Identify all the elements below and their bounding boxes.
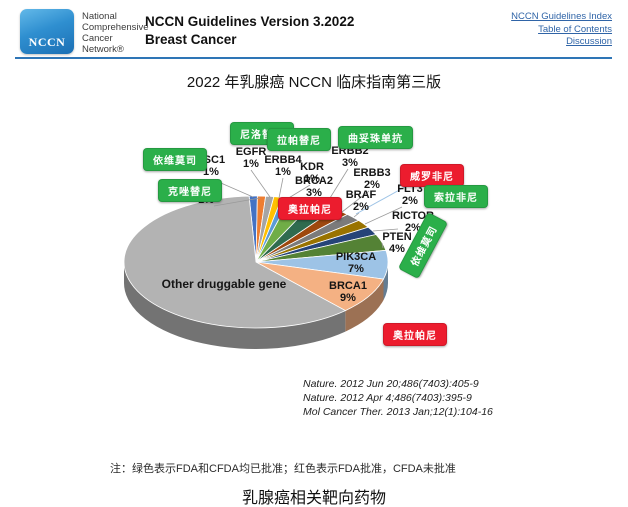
guidelines-version: NCCN Guidelines Version 3.2022	[145, 14, 355, 29]
gene-label-ERBB3: ERBB3 2%	[353, 167, 391, 191]
gene-label-Other-druggable-gene: Other druggable gene	[161, 277, 287, 291]
citations: Nature. 2012 Jun 20;486(7403):405-9 Natu…	[303, 377, 493, 419]
leader-line-BRAF	[353, 212, 360, 218]
gene-label-BRAF: BRAF 2%	[345, 189, 377, 213]
pie-slice-side-Other-druggable-gene	[124, 262, 346, 349]
leader-line-PTEN	[381, 242, 384, 249]
leader-line-EGFR	[250, 169, 271, 198]
nccn-logo: NCCN	[20, 9, 74, 54]
guidelines-title: NCCN Guidelines Version 3.2022 Breast Ca…	[145, 13, 354, 49]
leader-line-RICTOR	[372, 228, 399, 232]
drug-label-4: 曲妥珠单抗	[338, 126, 413, 149]
header-links: NCCN Guidelines Index Table of Contents …	[511, 11, 612, 49]
link-discussion[interactable]: Discussion	[566, 36, 612, 47]
gene-label-ERBB4: ERBB4 1%	[264, 154, 302, 178]
pie-slice-Other-druggable-gene	[123, 195, 347, 329]
approval-note: 注：绿色表示FDA和CFDA均已批准；红色表示FDA批准，CFDA未批准	[110, 463, 456, 475]
link-table-of-contents[interactable]: Table of Contents	[538, 23, 612, 35]
drug-label-5: 威罗非尼	[400, 164, 464, 187]
leader-line-FLT3	[364, 206, 403, 225]
org-line: Comprehensive	[82, 22, 149, 33]
gene-label-PIK3CA: PIK3CA 7%	[335, 251, 377, 275]
leader-line-KDR	[286, 184, 311, 200]
org-line: Network®	[82, 44, 124, 55]
leader-line-ROS1	[213, 197, 261, 207]
chart-caption: 乳腺癌相关靶向药物	[241, 490, 386, 507]
nccn-logo-text: NCCN	[28, 35, 66, 49]
org-name: National Comprehensive Cancer Network®	[82, 11, 149, 55]
leader-line-ERBB4	[278, 177, 284, 199]
org-line: Cancer	[82, 33, 113, 44]
header-divider	[15, 57, 612, 59]
link-guidelines-index[interactable]: NCCN Guidelines Index	[511, 11, 612, 22]
leader-line-vemurafenib-braf	[355, 182, 413, 215]
gene-label-BRCA2: BRCA2 3%	[295, 175, 333, 199]
gene-label-BRCA1: BRCA1 9%	[329, 280, 367, 304]
drug-label-0: 依维莫司	[143, 148, 207, 171]
gene-label-KDR: KDR 1%	[300, 161, 324, 185]
citation: Nature. 2012 Apr 4;486(7403):395-9	[303, 392, 472, 404]
citation: Nature. 2012 Jun 20;486(7403):405-9	[303, 378, 479, 390]
leader-line-ERBB3	[341, 190, 370, 213]
drug-label-3: 拉帕替尼	[267, 128, 331, 151]
drug-label-7: 奥拉帕尼	[278, 197, 342, 220]
guidelines-cancer-type: Breast Cancer	[145, 32, 237, 47]
drug-label-8: 奥拉帕尼	[383, 323, 447, 346]
page-subtitle: 2022 年乳腺癌 NCCN 临床指南第三版	[186, 74, 442, 91]
org-line: National	[82, 11, 117, 22]
drug-label-6: 索拉非尼	[424, 185, 488, 208]
drug-label-1: 克唑替尼	[158, 179, 222, 202]
citation: Mol Cancer Ther. 2013 Jan;12(1):104-16	[303, 406, 493, 418]
gene-label-PTEN: PTEN 4%	[382, 231, 412, 255]
gene-label-EGFR: EGFR 1%	[235, 146, 267, 170]
